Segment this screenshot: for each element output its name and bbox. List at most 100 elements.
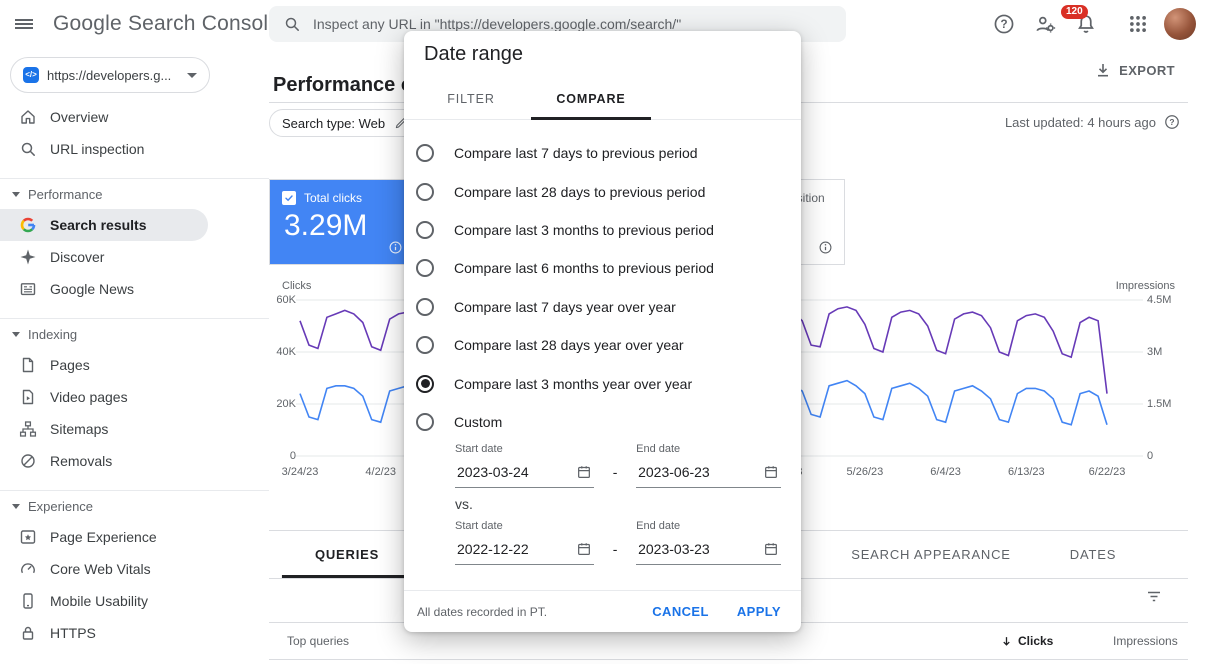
sidebar-item-label: Overview <box>50 109 109 125</box>
compare-option-compare-last-28-days-to-previous-period[interactable]: Compare last 28 days to previous period <box>404 172 801 210</box>
lock-icon <box>19 624 37 642</box>
compare-end-date-field[interactable]: 2023-03-23 <box>636 532 782 565</box>
preferences-icon <box>1034 13 1056 35</box>
tab-compare[interactable]: COMPARE <box>531 79 651 120</box>
end-date-value: 2023-06-23 <box>638 464 710 480</box>
sidebar-item-sitemaps[interactable]: Sitemaps <box>0 413 208 445</box>
right-axis-tick: 3M <box>1147 346 1163 358</box>
radio-icon <box>416 336 434 355</box>
info-icon[interactable] <box>388 240 403 255</box>
section-header-indexing[interactable]: Indexing <box>0 320 269 349</box>
svg-text:?: ? <box>1000 18 1007 31</box>
end-date-field[interactable]: 2023-06-23 <box>636 455 782 488</box>
compare-option-compare-last-28-days-year-over-year[interactable]: Compare last 28 days year over year <box>404 326 801 364</box>
sidebar-item-discover[interactable]: Discover <box>0 241 208 273</box>
sidebar-item-pages[interactable]: Pages <box>0 349 208 381</box>
property-label: https://developers.g... <box>47 67 172 83</box>
compare-start-date-field[interactable]: 2022-12-22 <box>455 532 595 565</box>
sidebar-item-search-results[interactable]: Search results <box>0 209 208 241</box>
notifications-button[interactable]: 120 <box>1061 5 1099 37</box>
info-icon[interactable] <box>818 240 833 255</box>
sidebar-item-label: Pages <box>50 357 90 373</box>
apply-button[interactable]: APPLY <box>729 598 789 625</box>
sidebar-item-label: Page Experience <box>50 529 157 545</box>
left-axis-tick: 40K <box>276 346 296 358</box>
compare-option-compare-last-3-months-year-over-year[interactable]: Compare last 3 months year over year <box>404 364 801 402</box>
start-date-field[interactable]: 2023-03-24 <box>455 455 595 488</box>
section-header-experience[interactable]: Experience <box>0 492 269 521</box>
radio-icon <box>416 412 434 431</box>
date-labels-row: Start date End date <box>455 520 781 532</box>
sidebar-item-mobile-usability[interactable]: Mobile Usability <box>0 585 208 617</box>
left-axis-tick: 0 <box>289 450 296 462</box>
home-icon <box>19 108 37 126</box>
right-axis-tick: 0 <box>1147 450 1154 462</box>
sidebar-item-page-experience[interactable]: Page Experience <box>0 521 208 553</box>
preferences-button[interactable] <box>1032 11 1058 37</box>
chevron-down-icon <box>187 72 197 78</box>
card-header: Total clicks <box>282 191 362 205</box>
tab-search-appearance[interactable]: SEARCH APPEARANCE <box>851 531 1011 578</box>
x-axis-tick: 5/26/23 <box>846 466 884 478</box>
checkbox-checked-icon[interactable] <box>282 191 296 205</box>
filter-button[interactable] <box>1145 587 1163 605</box>
table-header-clicks[interactable]: Clicks <box>1000 634 1053 648</box>
sidebar-item-removals[interactable]: Removals <box>0 445 208 477</box>
tab-queries[interactable]: QUERIES <box>282 531 412 578</box>
avatar[interactable] <box>1164 8 1196 40</box>
property-icon: </> <box>23 67 39 83</box>
date-range-dialog: Date range FILTER COMPARE Compare last 7… <box>404 31 801 632</box>
collapse-arrow-icon <box>12 504 20 509</box>
tab-dates[interactable]: DATES <box>1070 531 1116 578</box>
calendar-icon[interactable] <box>763 541 779 557</box>
cancel-button[interactable]: CANCEL <box>644 598 717 625</box>
sidebar-item-https[interactable]: HTTPS <box>0 617 208 649</box>
search-type-chip[interactable]: Search type: Web <box>269 109 420 137</box>
dialog-footer: All dates recorded in PT. CANCEL APPLY <box>404 590 801 632</box>
compare-option-compare-last-7-days-to-previous-period[interactable]: Compare last 7 days to previous period <box>404 134 801 172</box>
help-icon[interactable]: ? <box>1164 114 1180 130</box>
radio-icon <box>416 144 434 163</box>
compare-option-label: Compare last 3 months year over year <box>454 375 693 392</box>
sidebar-item-label: Video pages <box>50 389 128 405</box>
table-header-impressions[interactable]: Impressions <box>1113 634 1178 648</box>
sidebar-item-url-inspection[interactable]: URL inspection <box>0 133 208 165</box>
compare-option-compare-last-3-months-to-previous-period[interactable]: Compare last 3 months to previous period <box>404 211 801 249</box>
sidebar-item-label: Google News <box>50 281 135 297</box>
search-type-chip-label: Search type: Web <box>282 115 386 131</box>
sidebar-item-overview[interactable]: Overview <box>0 101 208 133</box>
sidebar-item-label: URL inspection <box>50 141 145 157</box>
section-header-performance[interactable]: Performance <box>0 180 269 209</box>
menu-button[interactable] <box>4 4 44 44</box>
compare-option-compare-last-6-months-to-previous-period[interactable]: Compare last 6 months to previous period <box>404 249 801 287</box>
card-label: Total clicks <box>304 191 363 205</box>
export-button[interactable]: EXPORT <box>1088 60 1181 80</box>
calendar-icon[interactable] <box>576 464 592 480</box>
apps-button[interactable] <box>1125 11 1151 37</box>
section-label: Performance <box>28 187 103 202</box>
metric-card-total-clicks[interactable]: Total clicks 3.29M <box>270 180 414 264</box>
date-separator: - <box>612 541 618 557</box>
tab-filter[interactable]: FILTER <box>447 92 495 106</box>
core-web-vitals-icon <box>19 560 37 578</box>
compare-option-custom[interactable]: Custom <box>404 403 801 441</box>
sidebar-item-google-news[interactable]: Google News <box>0 273 208 305</box>
date-labels-row: Start date End date <box>455 443 781 455</box>
help-button[interactable]: ? <box>991 11 1017 37</box>
news-icon <box>19 280 37 298</box>
sidebar-item-core-web-vitals[interactable]: Core Web Vitals <box>0 553 208 585</box>
calendar-icon[interactable] <box>576 541 592 557</box>
calendar-icon[interactable] <box>763 464 779 480</box>
sidebar-item-video-pages[interactable]: Video pages <box>0 381 208 413</box>
property-selector[interactable]: </> https://developers.g... <box>10 57 210 93</box>
dialog-tabs: FILTER COMPARE <box>404 79 801 120</box>
collapse-arrow-icon <box>12 192 20 197</box>
url-inspect-input[interactable] <box>311 15 832 33</box>
x-axis-tick: 6/22/23 <box>1088 466 1126 478</box>
svg-text:?: ? <box>1169 117 1174 127</box>
topbar: Google Search Console ? 120 <box>0 0 1206 48</box>
compare-option-compare-last-7-days-year-over-year[interactable]: Compare last 7 days year over year <box>404 288 801 326</box>
sidebar: </> https://developers.g... Overview URL … <box>0 48 269 664</box>
x-axis-tick: 6/13/23 <box>1007 466 1045 478</box>
download-icon <box>1094 61 1112 79</box>
